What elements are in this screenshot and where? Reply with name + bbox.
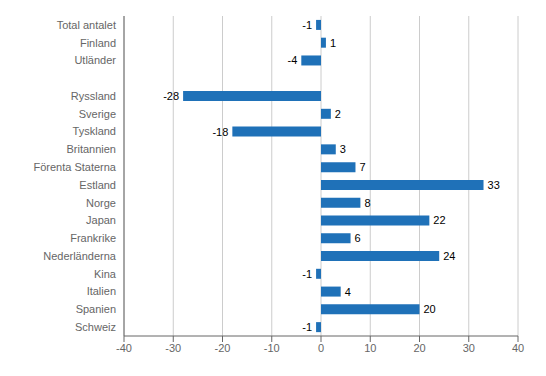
svg-text:Förenta Staterna: Förenta Staterna — [33, 161, 116, 173]
svg-text:-40: -40 — [116, 342, 132, 354]
svg-text:22: 22 — [433, 214, 445, 226]
svg-text:Utländer: Utländer — [74, 54, 116, 66]
svg-text:Frankrike: Frankrike — [70, 232, 116, 244]
svg-text:Italien: Italien — [87, 285, 116, 297]
svg-text:Ryssland: Ryssland — [71, 90, 116, 102]
svg-text:Sverige: Sverige — [79, 108, 116, 120]
svg-text:-18: -18 — [212, 126, 228, 138]
svg-text:-10: -10 — [264, 342, 280, 354]
svg-text:30: 30 — [463, 342, 475, 354]
svg-text:Estland: Estland — [79, 179, 116, 191]
svg-text:Tyskland: Tyskland — [73, 125, 116, 137]
svg-text:Kina: Kina — [94, 268, 117, 280]
svg-text:3: 3 — [340, 143, 346, 155]
svg-text:-4: -4 — [288, 54, 298, 66]
svg-text:33: 33 — [488, 179, 500, 191]
svg-text:Norge: Norge — [86, 197, 116, 209]
svg-text:Total antalet: Total antalet — [57, 19, 116, 31]
svg-text:Schweiz: Schweiz — [75, 321, 116, 333]
svg-text:-28: -28 — [163, 90, 179, 102]
svg-text:20: 20 — [424, 303, 436, 315]
svg-text:Japan: Japan — [86, 214, 116, 226]
svg-text:20: 20 — [413, 342, 425, 354]
svg-text:8: 8 — [364, 197, 370, 209]
svg-text:40: 40 — [512, 342, 524, 354]
svg-text:4: 4 — [345, 286, 351, 298]
svg-text:7: 7 — [359, 161, 365, 173]
svg-text:Britannien: Britannien — [66, 143, 116, 155]
svg-text:-30: -30 — [165, 342, 181, 354]
svg-text:Spanien: Spanien — [76, 303, 116, 315]
svg-text:-20: -20 — [215, 342, 231, 354]
svg-text:0: 0 — [318, 342, 324, 354]
svg-text:Nederländerna: Nederländerna — [43, 250, 117, 262]
svg-text:-1: -1 — [302, 268, 312, 280]
svg-text:2: 2 — [335, 108, 341, 120]
svg-text:-1: -1 — [302, 19, 312, 31]
svg-text:10: 10 — [364, 342, 376, 354]
svg-text:1: 1 — [330, 37, 336, 49]
svg-text:24: 24 — [443, 250, 455, 262]
svg-text:-1: -1 — [302, 321, 312, 333]
svg-text:Finland: Finland — [80, 37, 116, 49]
svg-text:6: 6 — [355, 232, 361, 244]
